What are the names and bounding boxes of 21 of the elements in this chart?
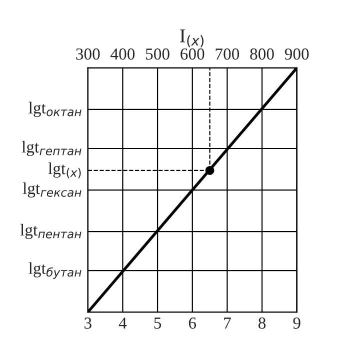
x2-axis-title: I$_{(x)}$ — [180, 30, 204, 48]
x2-tick-label: 400 — [110, 48, 135, 60]
x2-tick-label: 800 — [250, 48, 274, 60]
ref-line-label: lgt$_{(x)}$ — [48, 162, 81, 178]
x2-tick-label: 700 — [216, 48, 240, 60]
x2-tick-label: 300 — [76, 48, 100, 60]
x2-tick-label: 500 — [146, 48, 170, 60]
ref-line-label: lgt$_{бутан}$ — [28, 262, 82, 279]
ref-line-label: lgt$_{гептан}$ — [22, 140, 82, 156]
x-tick-label: 3 — [84, 318, 92, 329]
x2-tick-label: 600 — [180, 48, 204, 60]
x-tick-label: 9 — [293, 318, 300, 329]
x-tick-label: 7 — [224, 318, 231, 329]
x-tick-label: 6 — [188, 318, 196, 329]
x-tick-label: 8 — [258, 317, 266, 329]
x2-tick-label: 900 — [284, 48, 309, 60]
x-tick-label: 4 — [118, 318, 127, 329]
ref-line-label: lgt$_{пентан}$ — [20, 224, 82, 240]
x-tick-label: 5 — [154, 318, 162, 329]
ref-line-label: lgt$_{гексан}$ — [22, 182, 82, 198]
ref-line-label: lgt$_{октан}$ — [28, 102, 82, 117]
